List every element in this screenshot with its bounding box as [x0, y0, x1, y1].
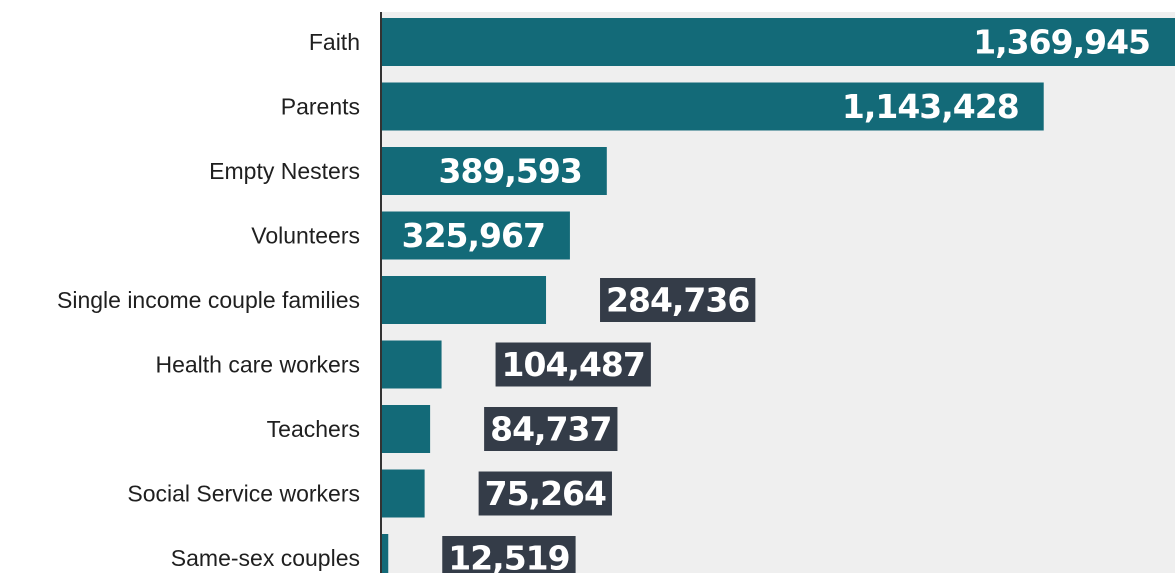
category-label: Faith	[309, 29, 360, 55]
category-label: Parents	[281, 94, 360, 120]
category-label: Social Service workers	[127, 481, 360, 507]
value-label-badge	[600, 278, 756, 322]
bar-parents	[381, 82, 1044, 131]
labels-layer: Faith 1,369,945 Parents 1,143,428 Empty Nest…	[57, 23, 1151, 573]
value-label: 325,967	[402, 216, 545, 255]
category-label: Teachers	[267, 416, 360, 442]
value-label: 1,143,428	[842, 87, 1019, 126]
value-label: 1,369,945	[973, 23, 1150, 62]
value-label-badge	[478, 471, 612, 516]
bar-volunteers	[381, 211, 570, 260]
bar-empty-nesters	[381, 147, 607, 195]
bar-health-care-workers	[381, 340, 442, 389]
value-label-badge	[442, 536, 576, 573]
value-label: 12,519	[448, 539, 569, 573]
value-label-badge	[495, 342, 651, 387]
category-label: Health care workers	[155, 352, 360, 378]
value-label: 84,737	[490, 410, 611, 449]
bar-social-service-workers	[381, 469, 425, 518]
value-label-badge	[484, 407, 618, 451]
bar-single-income-couple-families	[381, 276, 547, 324]
value-label: 284,736	[606, 281, 749, 320]
bar-faith	[381, 18, 1175, 66]
bars-layer	[381, 18, 1175, 573]
category-label: Same-sex couples	[171, 545, 360, 571]
category-label: Empty Nesters	[209, 158, 360, 184]
value-label: 389,593	[438, 152, 581, 191]
value-label: 75,264	[485, 474, 606, 513]
bar-same-sex-couples	[381, 534, 389, 573]
category-label: Single income couple families	[57, 287, 360, 313]
category-label: Volunteers	[251, 223, 360, 249]
bar-teachers	[381, 405, 431, 453]
value-label: 104,487	[502, 345, 645, 384]
